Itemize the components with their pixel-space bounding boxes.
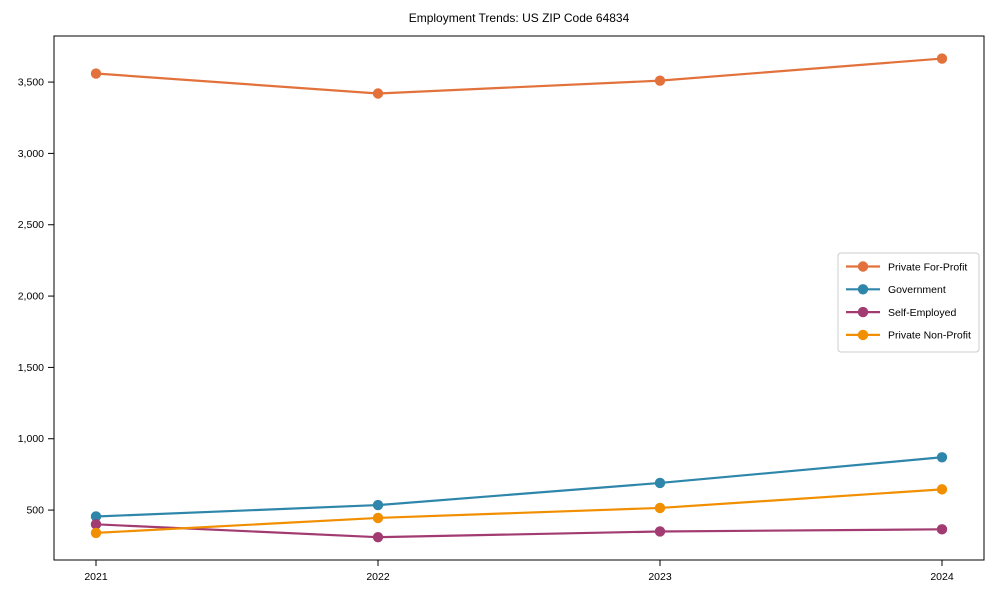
series-point-self-employed bbox=[90, 519, 102, 530]
legend bbox=[837, 252, 980, 353]
series-point-government bbox=[372, 499, 384, 511]
y-tick-label: 3,000 bbox=[18, 148, 44, 160]
legend-marker-private-for-profit bbox=[857, 261, 869, 272]
series-line-private-non-profit bbox=[95, 488, 943, 534]
y-tick-label: 1,500 bbox=[18, 362, 44, 374]
series-point-government bbox=[936, 452, 948, 463]
series-point-self-employed bbox=[372, 531, 384, 543]
series-point-government bbox=[654, 477, 666, 489]
legend-label-self-employed: Self-Employed bbox=[888, 307, 956, 319]
series-line-private-for-profit bbox=[95, 57, 943, 95]
y-tick-label: 2,000 bbox=[18, 291, 44, 303]
y-tick-label: 3,500 bbox=[18, 77, 44, 89]
series-point-private-for-profit bbox=[936, 53, 948, 64]
series-point-self-employed bbox=[936, 524, 948, 535]
y-tick-label: 1,000 bbox=[18, 433, 44, 445]
series-point-private-for-profit bbox=[90, 68, 102, 79]
plot-area bbox=[53, 35, 985, 561]
series-point-private-non-profit bbox=[936, 484, 948, 495]
x-tick-label: 2024 bbox=[930, 571, 954, 583]
series-point-private-for-profit bbox=[372, 88, 384, 99]
x-tick-label: 2023 bbox=[648, 571, 672, 583]
series-point-private-non-profit bbox=[372, 512, 384, 524]
legend-marker-private-non-profit bbox=[857, 329, 869, 341]
series-point-private-non-profit bbox=[90, 527, 102, 539]
legend-label-private-non-profit: Private Non-Profit bbox=[888, 330, 971, 342]
series-point-private-for-profit bbox=[654, 75, 666, 86]
legend-label-government: Government bbox=[888, 284, 946, 296]
chart-title: Employment Trends: US ZIP Code 64834 bbox=[408, 11, 630, 25]
legend-marker-self-employed bbox=[857, 306, 869, 318]
series-point-private-non-profit bbox=[654, 502, 666, 514]
legend-label-private-for-profit: Private For-Profit bbox=[888, 261, 967, 273]
series-point-government bbox=[90, 511, 102, 522]
series-line-self-employed bbox=[95, 523, 943, 539]
series-line-government bbox=[95, 456, 943, 518]
y-tick-label: 500 bbox=[26, 505, 44, 517]
x-tick-label: 2021 bbox=[84, 571, 108, 583]
x-tick-label: 2022 bbox=[366, 571, 390, 583]
legend-marker-government bbox=[857, 284, 869, 295]
series-point-self-employed bbox=[654, 526, 666, 537]
y-tick-label: 2,500 bbox=[18, 219, 44, 231]
